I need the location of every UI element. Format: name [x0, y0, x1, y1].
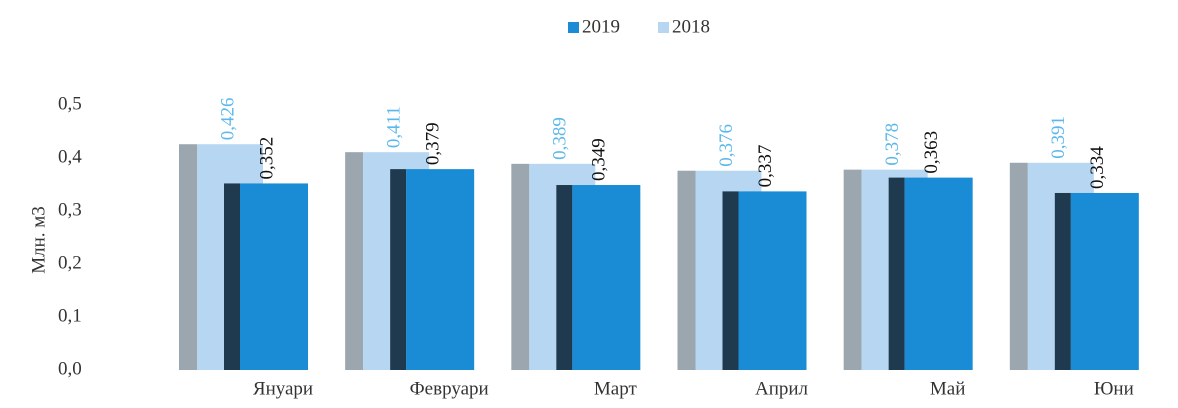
bar-side: [722, 191, 739, 370]
x-tick-label: Юни: [1094, 378, 1134, 399]
bar-side: [888, 177, 905, 370]
bar-side: [843, 169, 862, 370]
bar-side: [179, 144, 197, 370]
bar: [406, 169, 475, 370]
value-label: 0,426: [217, 97, 238, 140]
legend-swatch: [658, 22, 669, 33]
y-tick-label: 0,5: [58, 93, 82, 114]
value-label: 0,378: [882, 123, 903, 166]
y-tick-label: 0,4: [58, 146, 82, 167]
value-label: 0,411: [384, 106, 405, 148]
bar: [572, 185, 641, 370]
legend-swatch: [568, 22, 579, 33]
value-label: 0,352: [256, 137, 277, 180]
x-tick-label: Март: [594, 378, 638, 399]
bar: [738, 191, 807, 370]
x-tick-label: Февруари: [410, 378, 489, 399]
y-tick-label: 0,3: [58, 199, 82, 220]
bar-side: [345, 152, 364, 370]
bar-side: [224, 183, 240, 370]
value-label: 0,379: [423, 122, 444, 165]
bar: [1070, 192, 1139, 370]
y-tick-label: 0,2: [58, 252, 82, 273]
value-label: 0,337: [755, 145, 776, 188]
bar: [904, 177, 973, 370]
bar: [240, 183, 308, 370]
bar-side: [677, 170, 696, 370]
bar-side: [1009, 162, 1028, 370]
legend-label: 2018: [672, 16, 710, 37]
value-label: 0,334: [1087, 146, 1108, 189]
bar-side: [1054, 192, 1071, 370]
bar-side: [390, 169, 407, 370]
legend-label: 2019: [582, 16, 620, 37]
x-tick-label: Май: [930, 378, 966, 399]
y-tick-label: 0,1: [58, 305, 82, 326]
value-label: 0,363: [921, 131, 942, 174]
bar-side: [511, 163, 530, 370]
value-label: 0,389: [550, 117, 571, 160]
x-tick-label: Януари: [253, 378, 313, 399]
y-tick-label: 0,0: [58, 358, 82, 379]
value-label: 0,376: [716, 124, 737, 167]
value-label: 0,349: [589, 138, 610, 181]
value-label: 0,391: [1048, 116, 1069, 159]
y-axis-label: Млн. м3: [28, 206, 49, 274]
x-tick-label: Април: [755, 378, 809, 399]
bar-side: [556, 185, 573, 370]
